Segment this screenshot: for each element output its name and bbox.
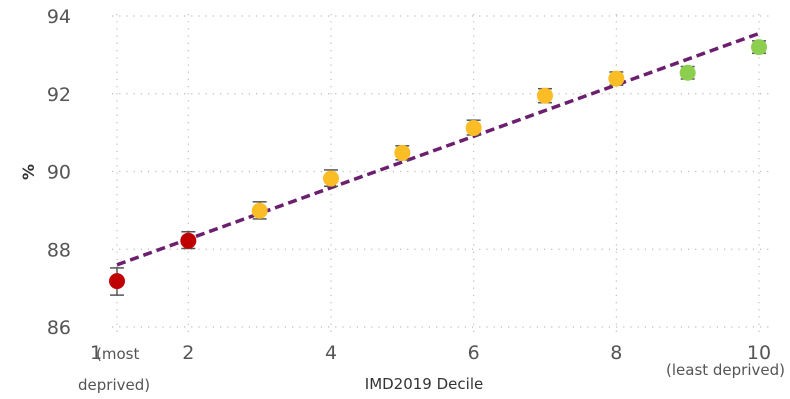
error-bars (110, 40, 766, 296)
annotation-least: (least deprived) (666, 361, 785, 379)
data-point (251, 202, 268, 219)
x-tick-label: 6 (468, 342, 480, 364)
y-axis-ticks: 86 88 90 92 94 (47, 6, 71, 339)
grid (112, 14, 770, 334)
x-axis-ticks: 1 2 4 6 8 10 (90, 342, 771, 364)
x-tick-label: 2 (182, 342, 194, 364)
x-axis-label: IMD2019 Decile (365, 375, 483, 393)
trendline-group (116, 31, 760, 267)
data-points (109, 39, 767, 290)
data-point (465, 119, 482, 136)
y-tick-label: 88 (47, 239, 71, 261)
data-point (394, 144, 411, 161)
data-point (180, 232, 197, 249)
data-point (679, 64, 696, 81)
x-tick-label: 1 (90, 342, 102, 364)
x-tick-label: 4 (325, 342, 337, 364)
y-tick-label: 94 (47, 6, 71, 28)
annotation-most-line1: (most (96, 345, 139, 363)
data-point (608, 70, 625, 87)
y-tick-label: 90 (47, 162, 71, 184)
y-tick-label: 92 (47, 84, 71, 106)
data-point (109, 273, 125, 290)
data-point (537, 87, 553, 104)
x-tick-label: 8 (610, 342, 622, 364)
y-tick-label: 86 (47, 317, 71, 339)
annotation-most-line2: deprived) (78, 376, 150, 394)
trendline (116, 31, 760, 267)
data-point (323, 170, 339, 187)
data-point (751, 39, 767, 56)
x-tick-label: 10 (747, 342, 771, 364)
y-axis-label: % (19, 164, 38, 180)
